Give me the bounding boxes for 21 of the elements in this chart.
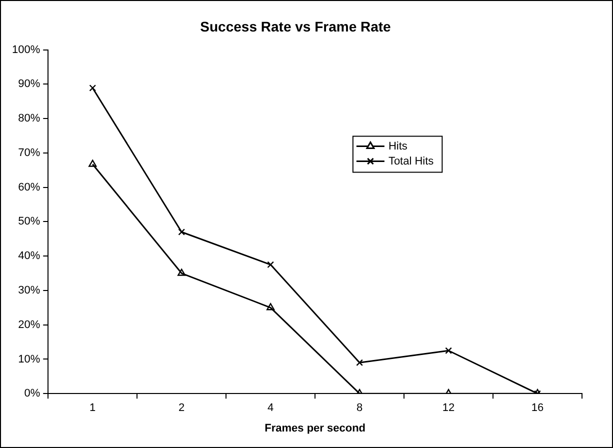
y-tick-label: 100%	[12, 44, 40, 56]
x-tick-label: 8	[356, 402, 363, 414]
y-tick-label: 40%	[18, 250, 40, 262]
x-tick-label: 2	[178, 402, 185, 414]
y-tick-label: 30%	[18, 284, 40, 296]
y-tick-label: 0%	[24, 388, 40, 400]
x-axis-title: Frames per second	[264, 422, 366, 434]
x-tick-label: 12	[442, 402, 455, 414]
y-tick-label: 90%	[18, 78, 40, 90]
y-tick-label: 10%	[18, 353, 40, 366]
legend-label: Hits	[388, 140, 408, 152]
x-tick-label: 1	[90, 402, 96, 414]
y-tick-label: 20%	[18, 318, 40, 331]
legend-label: Total Hits	[388, 155, 434, 168]
x-tick-label: 16	[531, 402, 544, 414]
y-tick-label: 70%	[18, 146, 40, 159]
y-tick-label: 60%	[18, 181, 40, 194]
chart-title: Success Rate vs Frame Rate	[200, 18, 392, 34]
y-tick-label: 80%	[18, 112, 40, 125]
x-tick-label: 4	[268, 402, 274, 414]
y-tick-label: 50%	[18, 216, 40, 228]
